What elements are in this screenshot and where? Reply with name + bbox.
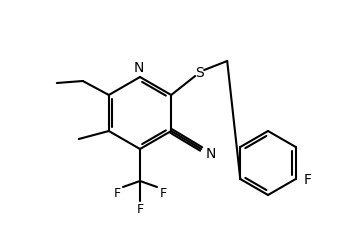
Text: F: F bbox=[304, 172, 312, 186]
Text: F: F bbox=[159, 187, 166, 200]
Text: F: F bbox=[113, 187, 121, 200]
Text: N: N bbox=[205, 146, 216, 160]
Text: S: S bbox=[195, 66, 204, 80]
Text: N: N bbox=[134, 61, 144, 75]
Text: F: F bbox=[136, 203, 144, 216]
